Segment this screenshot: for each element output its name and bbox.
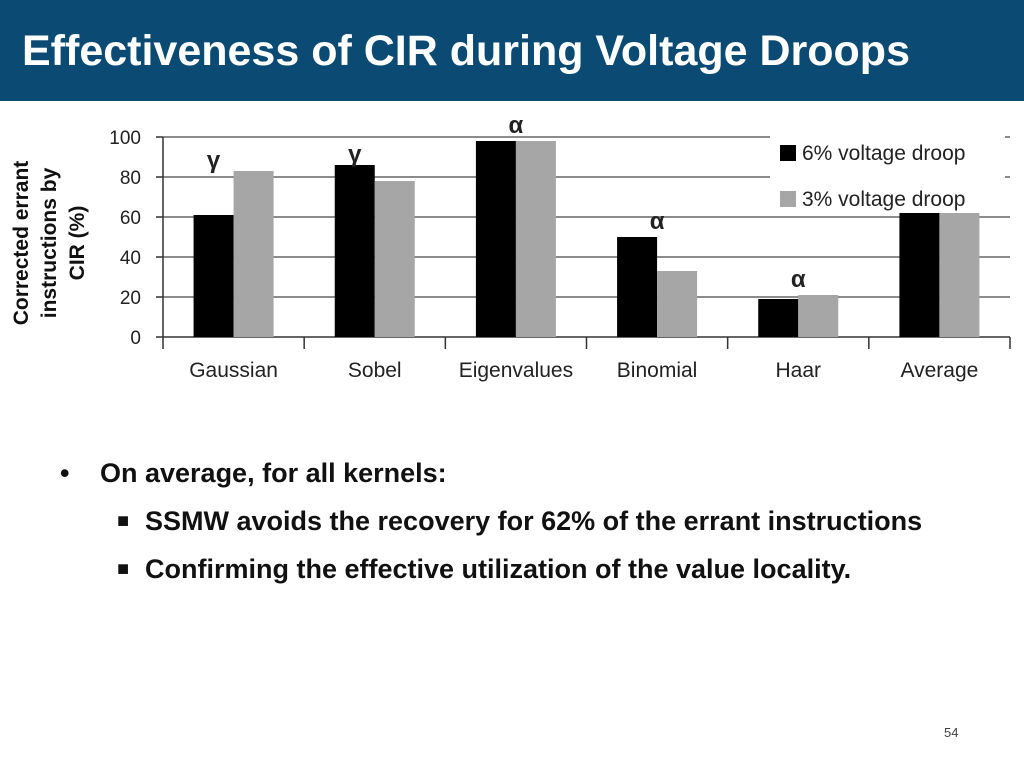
x-tick-label: Sobel bbox=[348, 359, 402, 382]
x-tick-label: Haar bbox=[775, 359, 821, 382]
square-bullet-icon: ■ bbox=[117, 558, 130, 580]
y-axis-title-line: CIR (%) bbox=[66, 206, 89, 281]
legend-swatch bbox=[780, 191, 796, 207]
annotation-label: α bbox=[650, 208, 665, 235]
legend-label: 3% voltage droop bbox=[802, 188, 965, 211]
y-axis-title: Corrected errant instructions by CIR (%) bbox=[10, 161, 89, 326]
bar-three-percent bbox=[233, 171, 274, 337]
bar-three-percent bbox=[939, 211, 980, 337]
bar-chart: 0 20 40 60 80 100 Gaussian γ Sobel γ Eigenvalues α B… bbox=[10, 118, 1011, 382]
bar-three-percent bbox=[798, 295, 839, 337]
annotation-label: γ bbox=[348, 141, 362, 168]
legend-label: 6% voltage droop bbox=[802, 142, 965, 165]
title-bar: Effectiveness of CIR during Voltage Droo… bbox=[0, 0, 1024, 101]
bar-six-percent bbox=[334, 165, 375, 337]
bullet-dot-icon: • bbox=[60, 458, 70, 488]
bar-six-percent bbox=[758, 299, 799, 337]
legend-swatch bbox=[780, 145, 796, 161]
annotation-label: γ bbox=[207, 147, 221, 174]
bar-three-percent bbox=[515, 141, 556, 337]
annotation-label: α bbox=[509, 118, 524, 139]
y-tick-label: 60 bbox=[120, 208, 141, 229]
y-tick-label: 40 bbox=[120, 248, 141, 269]
bar-six-percent bbox=[617, 237, 658, 337]
bullet-main-text: On average, for all kernels: bbox=[100, 458, 447, 488]
bar-three-percent bbox=[657, 271, 698, 337]
bar-three-percent bbox=[374, 181, 415, 337]
bar-six-percent bbox=[899, 211, 940, 337]
square-bullet-icon: ■ bbox=[117, 510, 130, 532]
annotation-label: α bbox=[791, 266, 806, 293]
sub-bullet-text: SSMW avoids the recovery for 62% of the … bbox=[145, 506, 923, 536]
bullet-list: • On average, for all kernels: ■ SSMW av… bbox=[60, 455, 960, 587]
x-tick-label: Gaussian bbox=[189, 359, 278, 382]
y-tick-label: 20 bbox=[120, 288, 141, 309]
sub-bullet: ■ SSMW avoids the recovery for 62% of th… bbox=[117, 503, 960, 539]
x-tick-label: Binomial bbox=[617, 359, 698, 382]
bar-six-percent bbox=[193, 215, 234, 337]
y-tick-label: 100 bbox=[109, 128, 141, 149]
bar-six-percent bbox=[475, 141, 516, 337]
legend-box bbox=[770, 135, 1005, 213]
slide-title: Effectiveness of CIR during Voltage Droo… bbox=[22, 27, 910, 75]
x-tick-label: Average bbox=[900, 359, 978, 382]
y-tick-label: 0 bbox=[130, 328, 141, 349]
y-tick-label: 80 bbox=[120, 168, 141, 189]
y-axis-title-line: Corrected errant bbox=[10, 161, 33, 326]
bullet-main: • On average, for all kernels: bbox=[60, 455, 960, 491]
y-axis-title-line: instructions by bbox=[38, 167, 61, 318]
page-number: 54 bbox=[944, 725, 959, 740]
sub-bullet-text: Confirming the effective utilization of … bbox=[145, 554, 852, 584]
sub-bullet: ■ Confirming the effective utilization o… bbox=[117, 551, 960, 587]
x-tick-label: Eigenvalues bbox=[459, 359, 573, 382]
